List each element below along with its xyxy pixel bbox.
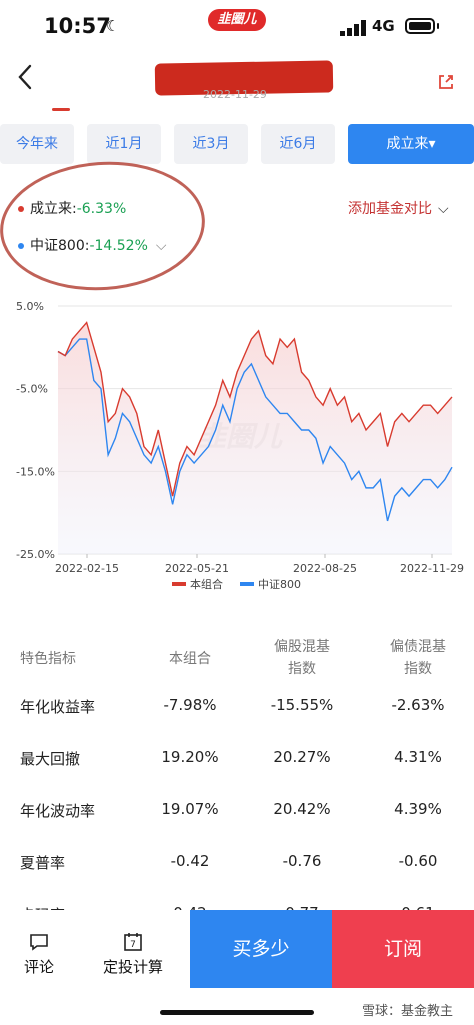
tab-3m[interactable]: 近3月: [174, 124, 248, 164]
chevron-down-icon: ⌵: [438, 201, 449, 217]
y-tick-label: 5.0%: [16, 300, 44, 313]
tab-ytd[interactable]: 今年来: [0, 124, 74, 164]
portfolio-return-value: -6.33%: [76, 201, 127, 217]
share-icon[interactable]: [436, 72, 456, 92]
bottom-action-bar: 评论 7 定投计算 买多少 订阅: [0, 910, 474, 1025]
y-tick-label: -15.0%: [16, 465, 55, 478]
watermark-text: 雪球：基金教主: [362, 1004, 454, 1019]
table-cell: 年化收益率: [20, 698, 96, 716]
index-return-label: 中证800:: [30, 238, 90, 254]
comment-button[interactable]: 评论: [4, 932, 74, 977]
table-header-cell: 偏债混基: [390, 639, 446, 655]
table-cell: -15.55%: [270, 696, 334, 714]
moon-icon: ☾: [106, 17, 120, 35]
series-line: [57, 338, 453, 522]
index-return[interactable]: 中证800:-14.52% ⌵: [18, 235, 167, 255]
chevron-down-icon[interactable]: ⌵: [155, 238, 167, 254]
table-header-cell: 指数: [404, 661, 432, 677]
index-dot: [18, 243, 24, 249]
table-cell: -7.98%: [163, 696, 217, 714]
add-compare-button[interactable]: 添加基金对比 ⌵: [348, 198, 449, 218]
header: 2022-11-29: [0, 56, 474, 108]
add-compare-label: 添加基金对比: [348, 201, 432, 217]
battery-tip: [437, 23, 439, 29]
header-date: 2022-11-29: [203, 88, 267, 101]
performance-chart: 5.0%-5.0%-15.0%-25.0%韭圈儿2022-02-152022-0…: [16, 300, 464, 591]
legend-swatch: [240, 582, 254, 586]
table-cell: 4.39%: [394, 800, 442, 818]
sip-calculator-button[interactable]: 7 定投计算: [98, 932, 168, 977]
table-header-cell: 指数: [288, 661, 316, 677]
tab-6m[interactable]: 近6月: [261, 124, 335, 164]
legend-swatch: [172, 582, 186, 586]
portfolio-area: [58, 322, 452, 554]
y-tick-label: -5.0%: [16, 383, 48, 396]
header-indicator: [52, 108, 70, 111]
comment-label: 评论: [23, 958, 54, 976]
table-cell: -0.42: [170, 852, 210, 870]
table-cell: -0.60: [398, 852, 438, 870]
handdrawn-oval: [0, 155, 210, 297]
tab-since-inception[interactable]: 成立来▾: [348, 124, 474, 164]
x-tick-label: 2022-02-15: [55, 562, 119, 575]
table-cell: 19.20%: [161, 748, 219, 766]
table-cell: 20.42%: [273, 800, 331, 818]
portfolio-return-label: 成立来:: [30, 201, 77, 217]
subscribe-button[interactable]: 订阅: [332, 910, 474, 988]
brand-badge: 韭圈儿: [208, 9, 266, 31]
table-cell: 年化波动率: [20, 802, 96, 820]
table-cell: 最大回撤: [20, 750, 81, 768]
network-label: 4G: [372, 17, 395, 35]
clock: 10:57: [44, 14, 111, 38]
table-cell: -0.76: [282, 852, 322, 870]
comment-icon: [30, 934, 48, 951]
back-arrow-icon[interactable]: [14, 62, 38, 92]
table-cell: 4.31%: [394, 748, 442, 766]
table-cell: -2.63%: [391, 696, 445, 714]
x-tick-label: 2022-08-25: [293, 562, 357, 575]
table-cell: 20.27%: [273, 748, 331, 766]
battery-icon: [405, 18, 435, 34]
table-cell: 夏普率: [20, 854, 66, 872]
period-tabs: 今年来 近1月 近3月 近6月 成立来▾: [0, 124, 474, 164]
calendar-icon: 7: [124, 933, 142, 951]
x-tick-label: 2022-05-21: [165, 562, 229, 575]
tab-1m[interactable]: 近1月: [87, 124, 161, 164]
home-indicator: [160, 1010, 314, 1015]
table-header-cell: 本组合: [169, 651, 211, 667]
status-bar: 10:57 ☾ 韭圈儿 4G: [0, 0, 474, 56]
index-return-value: -14.52%: [89, 238, 148, 254]
table-cell: 19.07%: [161, 800, 219, 818]
series-line: [57, 321, 453, 497]
legend-label: 中证800: [258, 578, 301, 591]
table-header-cell: 特色指标: [20, 651, 76, 667]
legend-label: 本组合: [190, 577, 223, 591]
buy-amount-button[interactable]: 买多少: [190, 910, 332, 988]
portfolio-dot: [18, 206, 24, 212]
sip-calculator-label: 定投计算: [102, 958, 163, 976]
svg-text:7: 7: [130, 940, 136, 950]
signal-icon: [340, 20, 366, 36]
table-header-cell: 偏股混基: [274, 639, 330, 655]
y-tick-label: -25.0%: [16, 548, 55, 561]
x-tick-label: 2022-11-29: [400, 562, 464, 575]
portfolio-return: 成立来:-6.33%: [18, 198, 126, 218]
